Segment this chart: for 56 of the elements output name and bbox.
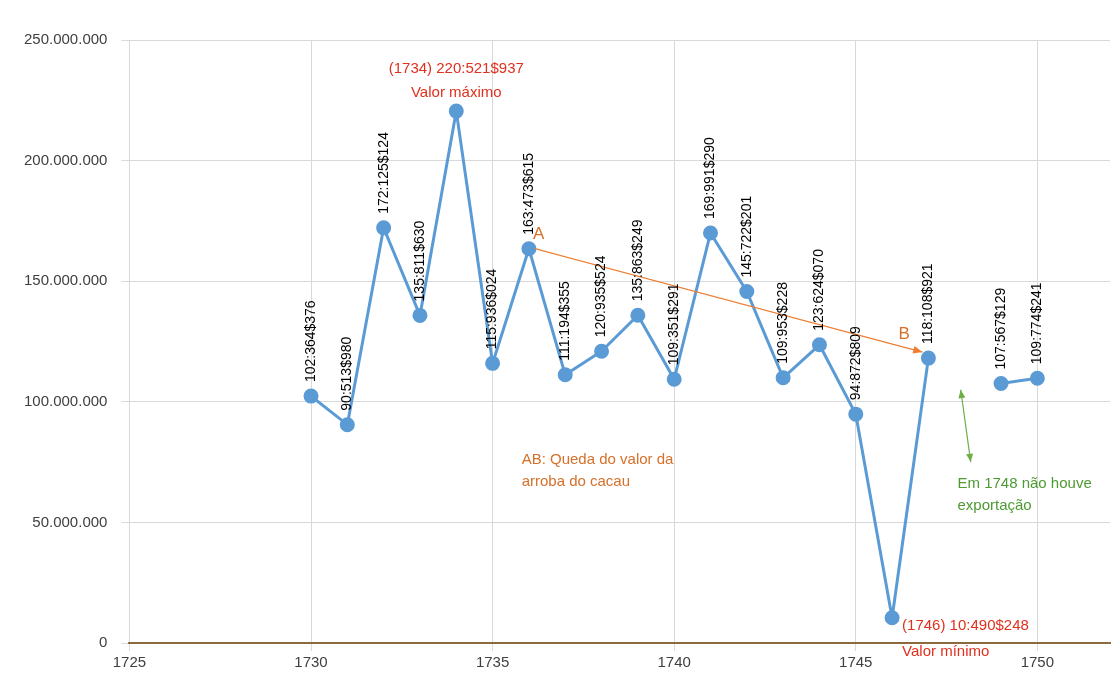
y-tick-label: 150.000.000 bbox=[23, 271, 108, 289]
point bbox=[630, 307, 646, 323]
data-label: 109:351$291 bbox=[665, 283, 682, 366]
point bbox=[376, 220, 392, 236]
point bbox=[594, 343, 610, 359]
point bbox=[448, 103, 464, 119]
data-label: 107:567$129 bbox=[991, 287, 1008, 370]
point bbox=[703, 225, 718, 241]
data-label: 115:936$024 bbox=[483, 268, 500, 350]
x-tick-label: 1745 bbox=[839, 653, 873, 671]
annotation: Em 1748 não houve exportação bbox=[957, 473, 1092, 513]
annotation: Valor máximo bbox=[410, 83, 502, 101]
data-label: 118:108$921 bbox=[919, 263, 936, 345]
x-tick-label: 1725 bbox=[112, 653, 147, 671]
y-tick-label: 100.000.000 bbox=[23, 391, 108, 409]
point bbox=[739, 284, 755, 300]
data-label: 111:194$355 bbox=[556, 280, 573, 361]
point bbox=[884, 610, 900, 626]
point bbox=[775, 370, 791, 386]
data-label: 94:872$809 bbox=[846, 325, 863, 401]
point bbox=[811, 337, 827, 353]
data-label: 109:774$241 bbox=[1028, 282, 1045, 365]
data-label: 145:722$201 bbox=[737, 195, 754, 278]
data-label: 135:863$249 bbox=[628, 219, 645, 302]
data-label: 109:953$228 bbox=[774, 281, 790, 364]
y-tick-label: 50.000.000 bbox=[32, 512, 108, 530]
point bbox=[485, 355, 501, 371]
data-label: 135:811$630 bbox=[410, 220, 427, 302]
data-label: 172:125$124 bbox=[374, 131, 391, 214]
point bbox=[666, 371, 682, 387]
point bbox=[303, 388, 319, 404]
point bbox=[848, 406, 864, 422]
annotation: AB: Queda do valor da arroba do cacau bbox=[521, 449, 675, 489]
data-label: 120:935$524 bbox=[592, 255, 609, 338]
data-label: 123:624$070 bbox=[810, 248, 827, 331]
data-label: 169:991$290 bbox=[701, 137, 718, 219]
annotation: (1746) 10:490$248 bbox=[902, 615, 1029, 633]
y-tick-label: 0 bbox=[99, 633, 108, 651]
y-tick-label: 200.000.000 bbox=[23, 150, 108, 168]
y-tick-label: 250.000.000 bbox=[23, 30, 108, 48]
x-tick-label: 1750 bbox=[1020, 653, 1055, 671]
annotation: Valor mínimo bbox=[902, 641, 990, 659]
x-tick-label: 1730 bbox=[294, 653, 328, 671]
x-tick-label: 1735 bbox=[475, 653, 510, 671]
x-tick-label: 1740 bbox=[657, 653, 691, 671]
point bbox=[1029, 370, 1045, 386]
point bbox=[521, 241, 537, 257]
annotation: (1734) 220:521$937 bbox=[388, 59, 524, 77]
data-label: 90:513$980 bbox=[338, 336, 355, 411]
point bbox=[920, 350, 936, 366]
point bbox=[557, 367, 573, 383]
point bbox=[412, 307, 428, 323]
annotation: B bbox=[898, 323, 910, 343]
point bbox=[993, 376, 1009, 392]
data-label: 102:364$376 bbox=[301, 300, 318, 383]
point bbox=[339, 417, 355, 433]
